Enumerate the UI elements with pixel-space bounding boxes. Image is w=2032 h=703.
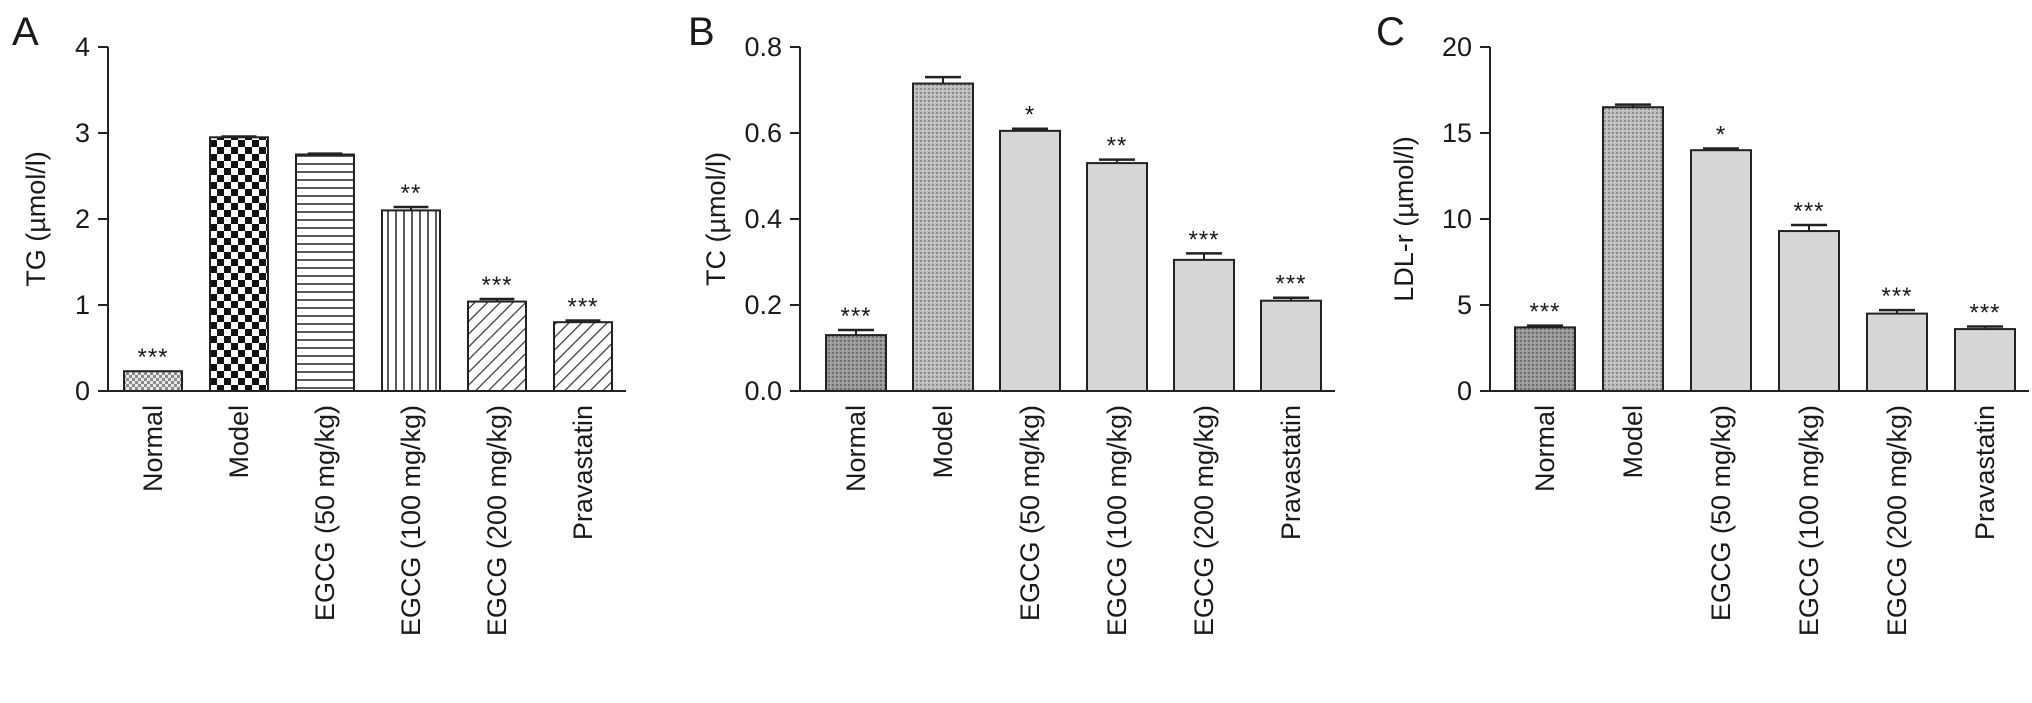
category-label: Pravastatin: [1276, 405, 1306, 540]
bar: [1514, 326, 1576, 392]
category-label: EGCG (50 mg/kg): [1015, 405, 1045, 621]
y-tick-label: 2: [75, 204, 90, 234]
category-label: EGCG (100 mg/kg): [396, 405, 426, 636]
significance-label: **: [1107, 133, 1128, 160]
category-label: Pravastatin: [568, 405, 598, 540]
y-tick-label: 0.4: [744, 204, 782, 234]
y-tick-label: 20: [1442, 32, 1472, 62]
category-label: EGCG (100 mg/kg): [1102, 405, 1132, 636]
significance-label: ***: [1275, 271, 1306, 298]
bar: [1086, 162, 1148, 392]
y-tick-label: 0.2: [744, 290, 782, 320]
significance-label: ***: [481, 272, 512, 299]
panel-letter: C: [1376, 10, 1405, 54]
significance-label: *: [1716, 121, 1726, 148]
y-tick-label: 10: [1442, 204, 1472, 234]
bar: [381, 209, 441, 392]
bar: [553, 321, 613, 393]
bar: [912, 82, 974, 393]
y-axis-title: LDL-r (µmol/l): [1389, 136, 1419, 302]
significance-label: ***: [137, 344, 168, 371]
y-tick-label: 0.6: [744, 118, 782, 148]
significance-label: **: [401, 180, 422, 207]
y-axis-title: TC (µmol/l): [701, 152, 731, 286]
significance-label: *: [1025, 102, 1035, 129]
significance-label: ***: [567, 293, 598, 320]
category-label: Normal: [1530, 405, 1560, 492]
significance-label: ***: [840, 303, 871, 330]
y-tick-label: 1: [75, 290, 90, 320]
category-label: Model: [224, 405, 254, 479]
category-label: Normal: [138, 405, 168, 492]
y-tick-label: 0.0: [744, 376, 782, 406]
y-axis-title: TG (µmol/l): [21, 151, 51, 287]
significance-label: ***: [1793, 198, 1824, 225]
bar: [1602, 106, 1664, 392]
panel-a: A TG (µmol/l) 0 1 2 3 4 *** Normal Model EGCG (50 …: [12, 10, 626, 636]
y-tick-label: 4: [75, 32, 90, 62]
significance-label: ***: [1188, 226, 1219, 253]
bar: [123, 370, 183, 393]
panel-c: C LDL-r (µmol/l) 0 5 10 15 20 *** Normal Model * EG…: [1376, 10, 2029, 636]
bar: [295, 153, 355, 392]
category-label: Normal: [841, 405, 871, 492]
significance-label: ***: [1969, 300, 2000, 327]
bar: [825, 334, 887, 393]
category-label: EGCG (50 mg/kg): [1706, 405, 1736, 621]
category-label: Pravastatin: [1970, 405, 2000, 540]
bar: [209, 136, 269, 392]
y-tick-label: 3: [75, 118, 90, 148]
y-tick-label: 5: [1457, 290, 1472, 320]
bar: [467, 300, 527, 392]
bar: [1260, 299, 1322, 393]
category-label: Model: [928, 405, 958, 479]
bar: [999, 129, 1061, 392]
category-label: EGCG (200 mg/kg): [1882, 405, 1912, 636]
y-tick-label: 0: [1457, 376, 1472, 406]
category-label: EGCG (100 mg/kg): [1794, 405, 1824, 636]
panel-letter: A: [12, 10, 39, 54]
panel-b: BTC (µmol/l)0.00.20.40.60.8***Normal Mode…: [688, 10, 1335, 636]
bar: [1690, 149, 1752, 392]
significance-label: ***: [1881, 283, 1912, 310]
panel-letter: B: [688, 10, 715, 54]
y-tick-label: 15: [1442, 118, 1472, 148]
bar: [1173, 258, 1235, 392]
significance-label: ***: [1529, 299, 1560, 326]
category-label: Model: [1618, 405, 1648, 479]
bar: [1866, 312, 1928, 393]
category-label: EGCG (200 mg/kg): [1189, 405, 1219, 636]
category-label: EGCG (50 mg/kg): [310, 405, 340, 621]
bar: [1954, 328, 2016, 392]
y-tick-label: 0.8: [744, 32, 782, 62]
bar: [1778, 230, 1840, 392]
category-label: EGCG (200 mg/kg): [482, 405, 512, 636]
y-tick-label: 0: [75, 376, 90, 406]
